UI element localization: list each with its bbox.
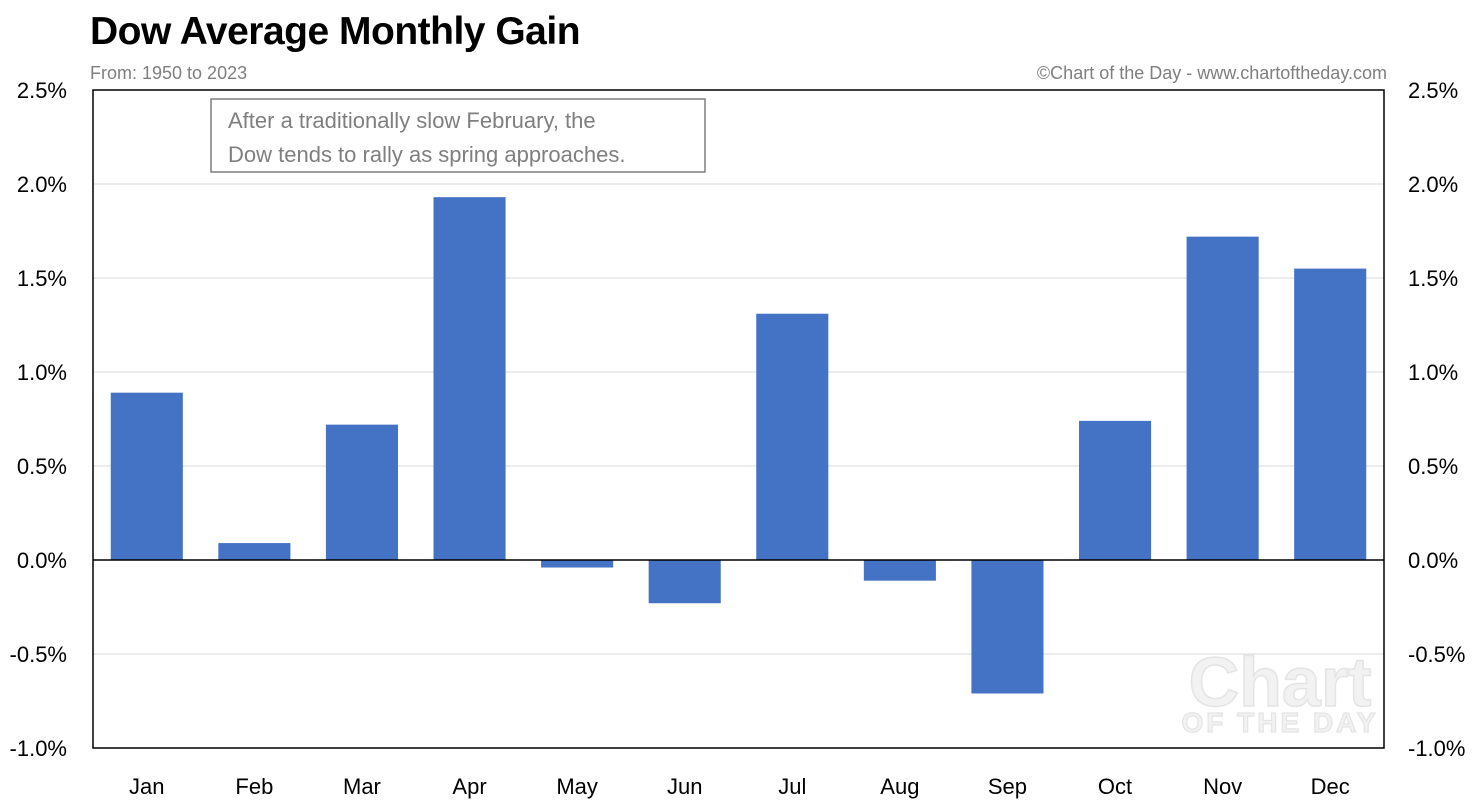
y-tick-label-right: 0.0% [1408, 548, 1458, 573]
chart-title: Dow Average Monthly Gain [90, 10, 581, 53]
y-tick-label-right: 2.0% [1408, 172, 1458, 197]
y-tick-label-left: 2.0% [17, 172, 67, 197]
bar-feb [218, 543, 291, 560]
chart-credit: ©Chart of the Day - www.chartoftheday.co… [1036, 63, 1387, 83]
x-category-label: Nov [1203, 774, 1242, 799]
annotation-line-2: Dow tends to rally as spring approaches. [228, 142, 625, 167]
y-tick-label-left: 0.5% [17, 454, 67, 479]
annotation-line-1: After a traditionally slow February, the [228, 108, 596, 133]
watermark-line-2: OF THE DAY [1182, 707, 1379, 738]
y-tick-label-left: -0.5% [10, 642, 67, 667]
y-axis-right: 2.5% 2.0% 1.5% 1.0% 0.5% 0.0% -0.5% -1.0% [1408, 78, 1465, 761]
y-tick-label-right: 1.0% [1408, 360, 1458, 385]
y-tick-label-left: -1.0% [10, 736, 67, 761]
y-tick-label-right: 0.5% [1408, 454, 1458, 479]
chart-subtitle: From: 1950 to 2023 [90, 63, 248, 83]
x-category-label: Feb [235, 774, 273, 799]
x-category-label: Aug [880, 774, 919, 799]
bar-jun [648, 560, 721, 604]
bar-oct [1079, 420, 1152, 560]
x-category-label: Jul [778, 774, 806, 799]
y-tick-label-right: -0.5% [1408, 642, 1465, 667]
bar-apr [433, 197, 506, 560]
bar-dec [1294, 268, 1367, 560]
x-category-label: Apr [452, 774, 486, 799]
x-category-label: Jun [667, 774, 702, 799]
x-category-label: Mar [343, 774, 381, 799]
bar-aug [863, 560, 936, 581]
annotation-box: After a traditionally slow February, the… [210, 98, 706, 173]
x-category-label: May [556, 774, 598, 799]
bar-sep [971, 560, 1044, 694]
annotation-frame [210, 98, 706, 173]
y-tick-label-left: 0.0% [17, 548, 67, 573]
bar-mar [325, 424, 398, 560]
watermark-logo: Chart OF THE DAY [1181, 642, 1379, 738]
plot-area-frame [92, 89, 1385, 749]
watermark-line-1: Chart [1189, 643, 1372, 721]
x-category-label: Sep [988, 774, 1027, 799]
y-tick-label-right: -1.0% [1408, 736, 1465, 761]
bar-may [541, 560, 614, 568]
x-category-label: Oct [1098, 774, 1132, 799]
bar-jul [756, 313, 829, 560]
x-category-label: Jan [129, 774, 164, 799]
y-tick-label-right: 1.5% [1408, 266, 1458, 291]
y-tick-label-right: 2.5% [1408, 78, 1458, 103]
bar-nov [1186, 236, 1259, 560]
bars [110, 197, 1367, 694]
y-tick-label-left: 2.5% [17, 78, 67, 103]
x-category-label: Dec [1311, 774, 1350, 799]
y-tick-label-left: 1.0% [17, 360, 67, 385]
x-axis-categories: Jan Feb Mar Apr May Jun Jul Aug Sep Oct Nov Dec [129, 774, 1350, 799]
y-axis-left: 2.5% 2.0% 1.5% 1.0% 0.5% 0.0% -0.5% -1.0% [10, 78, 67, 761]
y-tick-label-left: 1.5% [17, 266, 67, 291]
bar-jan [110, 392, 183, 560]
